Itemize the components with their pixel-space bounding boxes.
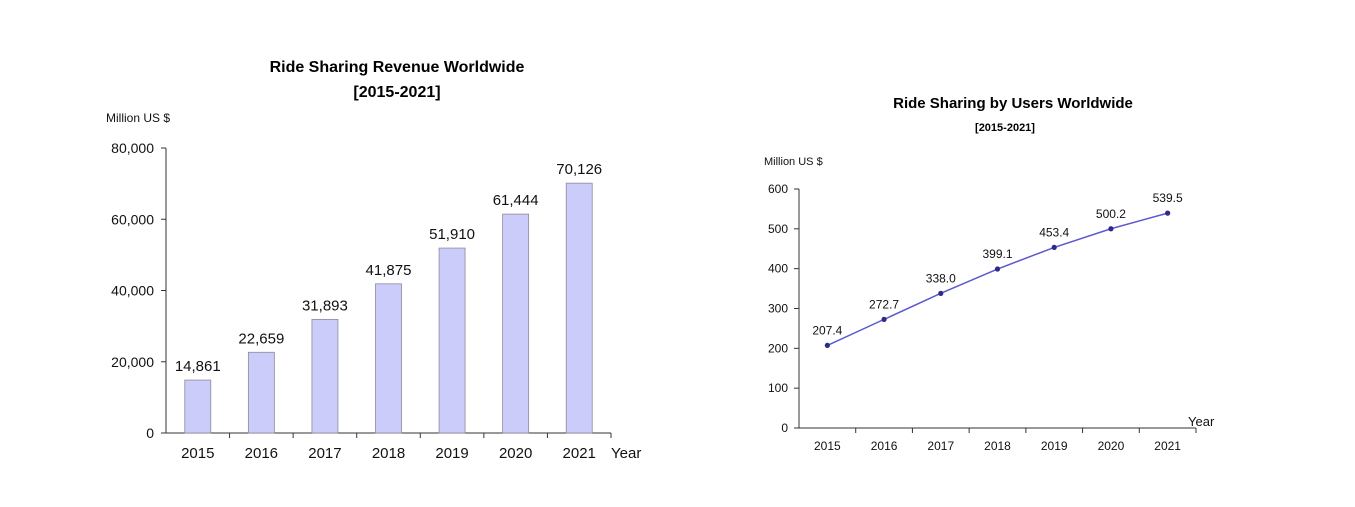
bar-chart-x-tick-label: 2017 <box>308 445 341 462</box>
bar-data-label: 70,126 <box>556 161 602 178</box>
line-chart-xlabel: Year <box>1188 414 1215 429</box>
line-chart-x-tick-label: 2018 <box>984 439 1011 453</box>
bar-chart-title: Ride Sharing Revenue Worldwide <box>270 59 525 76</box>
bar-2016 <box>247 351 275 434</box>
line-chart-x-tick-label: 2020 <box>1098 439 1125 453</box>
bar-data-label: 51,910 <box>429 226 475 243</box>
line-chart-y-tick-label: 100 <box>768 381 788 395</box>
line-data-label: 453.4 <box>1039 225 1069 239</box>
bar-data-label: 31,893 <box>302 297 348 314</box>
bar-chart-xlabel: Year <box>611 445 641 462</box>
line-chart-y-tick-label: 200 <box>768 341 788 355</box>
line-chart-x-tick-label: 2021 <box>1154 439 1181 453</box>
bar-chart-x-tick-label: 2016 <box>245 445 278 462</box>
bar-chart-subtitle: [2015-2021] <box>353 84 440 101</box>
bar-2015 <box>184 379 212 434</box>
bar-2019 <box>438 247 466 434</box>
bar-chart-x-tick-label: 2018 <box>372 445 405 462</box>
bar-chart-bars: 14,861 22,659 31,893 41,875 51,910 61,444 70,1… <box>175 161 602 434</box>
line-chart-title: Ride Sharing by Users Worldwide <box>893 95 1133 112</box>
line-data-label: 399.1 <box>982 247 1012 261</box>
line-data-label: 338.0 <box>926 271 956 285</box>
line-chart-x-tick-label: 2019 <box>1041 439 1068 453</box>
line-data-label: 272.7 <box>869 297 899 311</box>
bar-chart-x-tick-label: 2015 <box>181 445 214 462</box>
bar-2021 <box>565 182 593 434</box>
bar-2018 <box>375 283 402 434</box>
bar-2020 <box>502 213 530 434</box>
line-chart-y-tick-label: 500 <box>768 222 788 236</box>
users-line-chart: Ride Sharing by Users Worldwide [2015-20… <box>764 95 1215 453</box>
line-chart-y-tick-label: 300 <box>768 302 788 316</box>
line-data-label: 500.2 <box>1096 207 1126 221</box>
bar-chart-y-tick-label: 0 <box>146 425 154 441</box>
bar-chart-ylabel: Million US $ <box>106 111 170 125</box>
line-chart-x-tick-label: 2017 <box>927 439 954 453</box>
line-chart-x-tick-label: 2016 <box>871 439 898 453</box>
line-chart-y-tick-label: 600 <box>768 182 788 196</box>
line-point-2020 <box>1108 226 1114 232</box>
bar-data-label: 41,875 <box>366 262 412 279</box>
bar-chart-y-tick-label: 40,000 <box>111 283 154 299</box>
line-point-2015 <box>824 342 830 348</box>
bar-chart-y-tick-label: 20,000 <box>111 354 154 370</box>
line-chart-y-tick-label: 0 <box>781 421 788 435</box>
line-chart-marks: 207.4 272.7 338.0 399.1 453.4 500.2 539.5 <box>812 191 1183 348</box>
bar-chart-x-tick-label: 2021 <box>563 445 596 462</box>
bar-chart-x-tick-label: 2019 <box>435 445 468 462</box>
bar-chart-y-tick-label: 80,000 <box>111 140 154 156</box>
line-data-label: 207.4 <box>812 323 842 337</box>
line-point-2018 <box>994 266 1001 272</box>
line-point-2016 <box>881 316 887 322</box>
bar-chart-x-tick-label: 2020 <box>499 445 532 462</box>
revenue-bar-chart: Ride Sharing Revenue Worldwide [2015-202… <box>106 59 641 462</box>
users-series-line <box>827 212 1168 347</box>
bar-2017 <box>311 318 339 434</box>
line-chart-subtitle: [2015-2021] <box>975 122 1035 134</box>
line-chart-x-tick-label: 2015 <box>814 439 841 453</box>
bar-data-label: 22,659 <box>238 330 284 347</box>
line-point-2019 <box>1051 244 1057 250</box>
line-data-label: 539.5 <box>1153 191 1183 205</box>
line-chart-y-tick-label: 400 <box>768 262 788 276</box>
bar-data-label: 61,444 <box>493 192 539 209</box>
line-chart-axes: 0 100 200 300 400 500 600 2015 2016 2017 2018 2019 2… <box>768 182 1197 453</box>
line-point-2021 <box>1165 210 1171 216</box>
bar-data-label: 14,861 <box>175 358 221 375</box>
line-point-2017 <box>938 290 944 296</box>
bar-chart-y-tick-label: 60,000 <box>111 211 154 227</box>
line-chart-ylabel: Million US $ <box>764 156 823 168</box>
bar-chart-axes: 0 20,000 40,000 60,000 80,000 2015 2016 2017 201… <box>111 140 612 462</box>
